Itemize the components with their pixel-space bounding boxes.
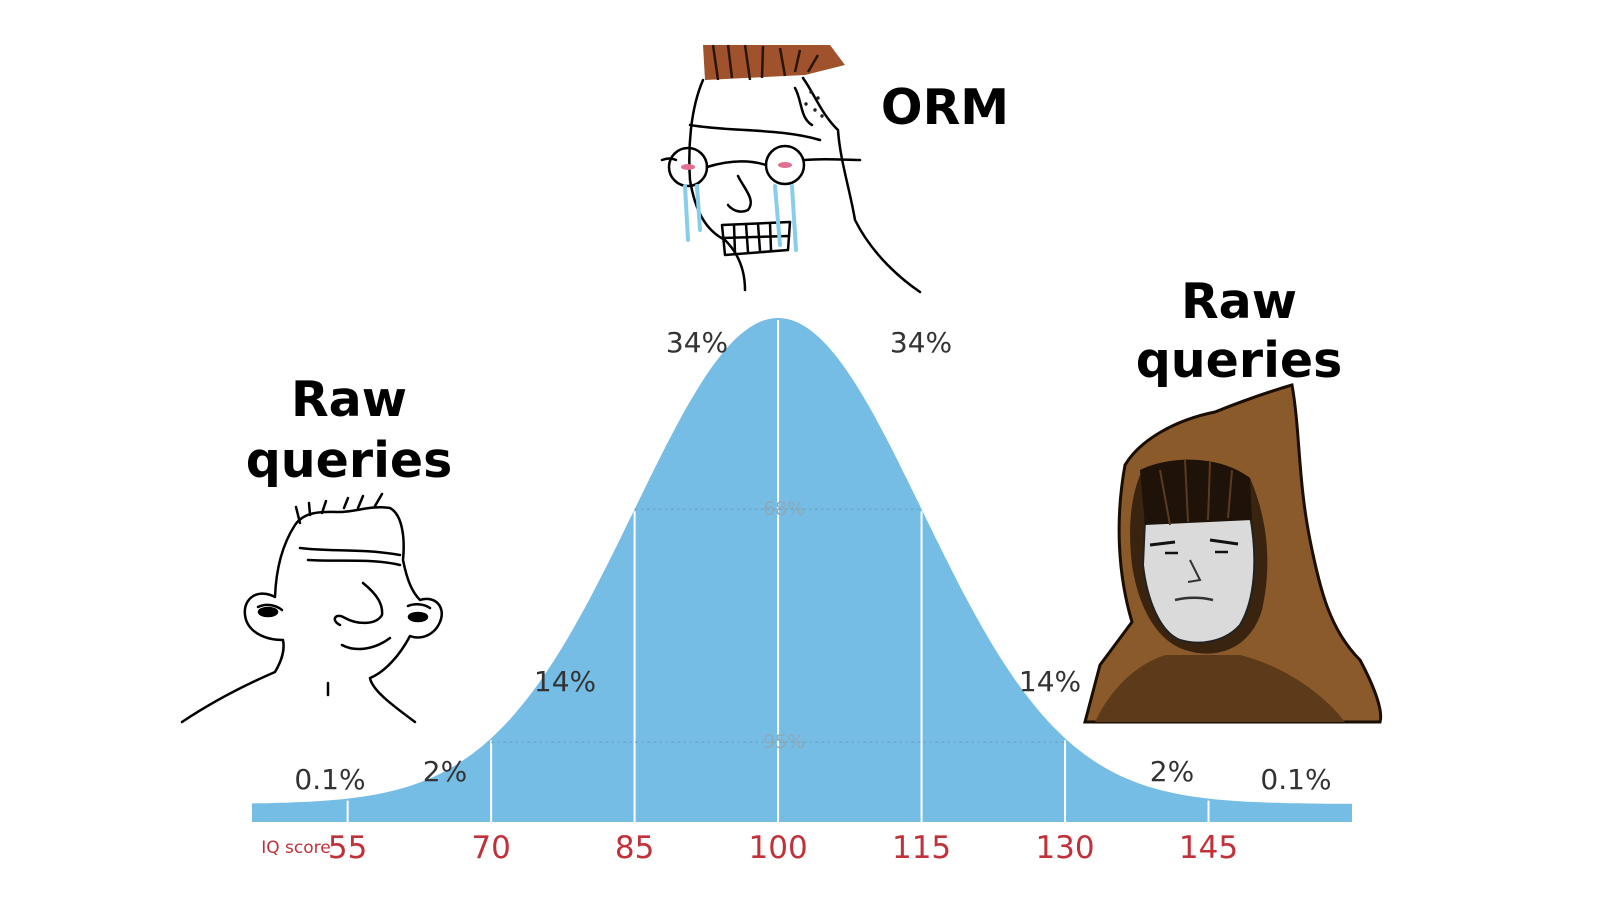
two-sd-label: 95% — [763, 731, 805, 753]
x-tick-label: 130 — [1035, 830, 1094, 866]
x-tick-label: 145 — [1179, 830, 1238, 866]
band-percent-label: 34% — [890, 326, 952, 359]
band-percent-label: 14% — [1019, 665, 1081, 698]
middle-wojak-illustration — [660, 44, 922, 294]
band-percent-label: 34% — [666, 326, 728, 359]
captions: Raw queries ORM Raw queries — [246, 79, 1343, 489]
right-caption-line1: Raw — [1181, 273, 1297, 330]
x-tick-label: 55 — [328, 830, 367, 866]
x-tick-label: 70 — [471, 830, 510, 866]
band-percent-label: 14% — [534, 665, 596, 698]
band-percent-label: 0.1% — [1260, 763, 1331, 796]
left-wojak-illustration — [180, 492, 443, 724]
middle-caption: ORM — [881, 79, 1009, 136]
left-caption-line2: queries — [246, 432, 453, 489]
x-axis-label: IQ score — [261, 838, 330, 858]
band-percent-label: 2% — [1150, 755, 1194, 788]
right-caption-line2: queries — [1136, 332, 1343, 389]
x-tick-label: 115 — [892, 830, 951, 866]
left-caption-line1: Raw — [291, 371, 407, 428]
one-sd-label: 68% — [763, 498, 805, 520]
x-tick-label: 100 — [749, 830, 808, 866]
x-tick-label: 85 — [615, 830, 654, 866]
band-percent-label: 2% — [423, 755, 467, 788]
right-hooded-illustration — [1083, 383, 1383, 724]
band-percent-label: 0.1% — [294, 763, 365, 796]
bell-curve-chart: 68% 95% 0.1% 2% 14% 34% 34% 14% 2% 0.1% 55 70 85 100 1… — [252, 318, 1352, 866]
bell-curve-area — [252, 318, 1352, 822]
